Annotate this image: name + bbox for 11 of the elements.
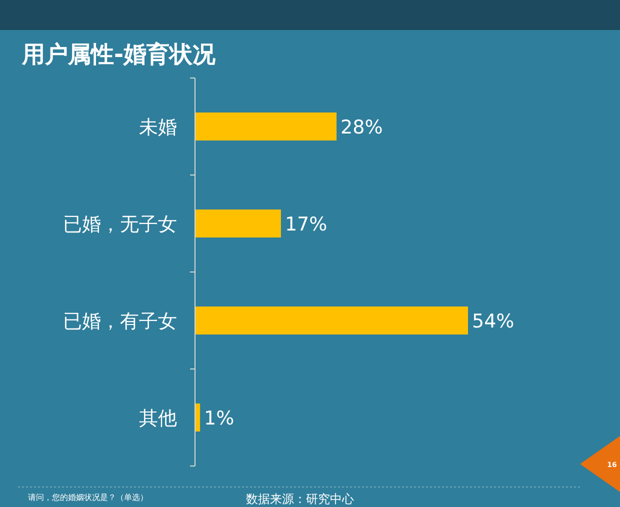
data-label: 28% — [340, 116, 383, 138]
source-note: 数据来源：研究中心 — [246, 492, 354, 506]
data-label: 1% — [204, 408, 234, 430]
y-tick-label: 已婚，无子女 — [63, 214, 177, 236]
y-tick-label: 未婚 — [139, 116, 177, 138]
chart-title: 用户属性-婚育状况 — [21, 41, 217, 68]
data-label: 17% — [284, 214, 328, 236]
y-tick-label: 其他 — [139, 408, 177, 430]
y-tick-label: 已婚，有子女 — [63, 310, 177, 332]
text: 请问，您的婚姻状况是？（单选） — [28, 493, 148, 502]
data-label: 54% — [472, 310, 514, 332]
